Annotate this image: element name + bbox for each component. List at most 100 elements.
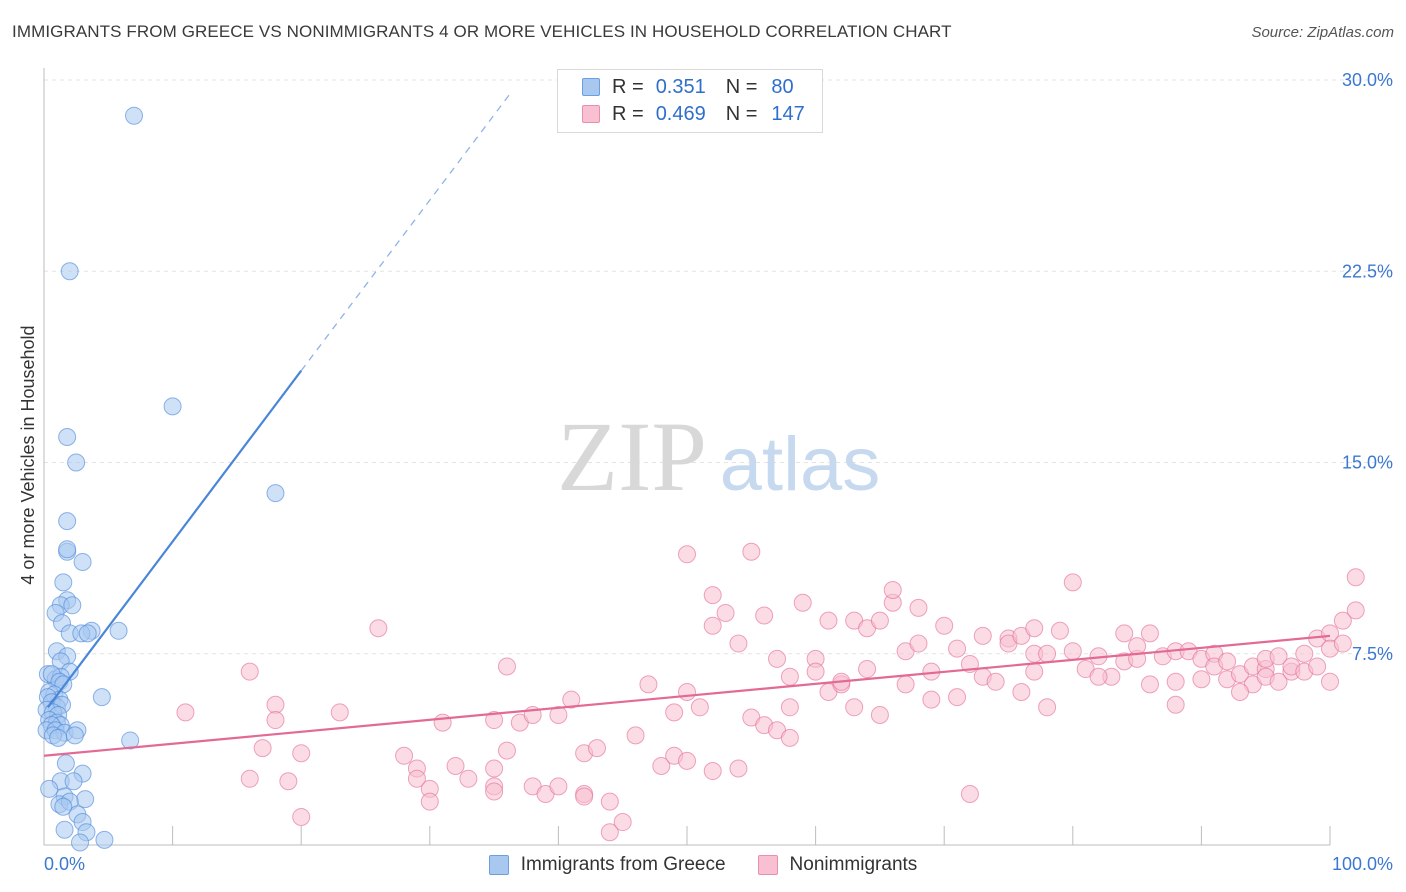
nonimmigrants-point [909,634,928,653]
nonimmigrants-point [279,772,298,791]
legend-r-label: R = [612,75,644,98]
nonimmigrants-point [497,657,516,676]
greece-point [163,397,182,416]
nonimmigrants-point [562,690,581,709]
nonimmigrants-point [395,746,414,765]
legend-swatch-greece [488,855,509,875]
nonimmigrants-point [973,626,992,645]
nonimmigrants-point [600,823,619,842]
nonimmigrants-point [549,777,568,796]
grid-lines [44,79,1394,655]
nonimmigrants-point [1038,644,1057,663]
legend-r-value: 0.469 [655,102,706,125]
nonimmigrants-point [330,703,349,722]
nonimmigrants-point [1089,667,1108,686]
greece-point [65,726,84,745]
legend-item-greece: Immigrants from Greece [488,854,726,876]
greece-point [121,731,140,750]
nonimmigrants-point [768,649,787,668]
greece-point [54,797,73,816]
nonimmigrants-point [960,785,979,803]
watermark: ZIP atlas [557,401,880,512]
nonimmigrants-point [690,698,709,717]
y-tick-labels: 7.5% 15.0% 22.5% 30.0% [1342,70,1393,664]
nonimmigrants-point [1063,573,1082,592]
nonimmigrants-point [1038,698,1057,717]
legend-swatch-greece [582,78,600,96]
nonimmigrants-point [176,703,195,722]
legend-row-greece: R = 0.351 N = 80 [582,75,794,99]
nonimmigrants-point [909,598,928,617]
nonimmigrants-point [1166,672,1185,691]
nonimmigrants-point [253,739,272,758]
greece-point [56,754,75,773]
nonimmigrants-point [1346,601,1365,620]
nonimmigrants-point [665,703,684,722]
greece-point [55,820,74,839]
nonimmigrants-point [420,792,439,811]
nonimmigrants-point [729,759,748,778]
nonimmigrants-point [806,662,825,681]
nonimmigrants-point [819,611,838,630]
legend-n-label: N = [725,102,758,125]
greece-point [73,552,92,571]
nonimmigrants-point [1295,644,1314,663]
nonimmigrants-point [433,713,452,732]
nonimmigrants-point [1166,695,1185,714]
source-label: Source: ZipAtlas.com [1251,24,1394,41]
nonimmigrants-point [240,662,259,681]
trend-lines [43,92,1331,757]
y-tick-label: 7.5% [1352,644,1393,664]
nonimmigrants-point [587,739,606,758]
nonimmigrants-point [703,762,722,781]
greece-point [67,453,86,472]
nonimmigrants-point [485,711,504,730]
nonimmigrants-point [858,660,877,679]
nonimmigrants-point [1050,621,1069,640]
greece-point [60,262,79,281]
nonimmigrants-point [1269,672,1288,691]
nonimmigrants-point [549,705,568,724]
nonimmigrants-point [1012,683,1031,701]
nonimmigrants-point [652,756,671,775]
nonimmigrants-point [1025,662,1044,681]
nonimmigrants-point [742,542,761,561]
nonimmigrants-point [639,675,658,694]
nonimmigrants-point [678,751,696,770]
nonimmigrants-point [613,813,632,832]
nonimmigrants-point [600,792,619,811]
nonimmigrants-point [793,593,812,612]
nonimmigrants-point [485,782,504,801]
nonimmigrants-point [703,586,722,605]
nonimmigrants-point [870,705,889,724]
nonimmigrants-point [626,726,645,745]
nonimmigrants-point [678,545,696,564]
nonimmigrants-point [1192,670,1211,689]
nonimmigrants-points [176,542,1365,842]
nonimmigrants-point [459,769,478,788]
nonimmigrants-point [896,675,915,694]
nonimmigrants-point [1308,657,1327,676]
nonimmigrants-point [716,603,735,622]
nonimmigrants-point [870,611,889,630]
greece-point [58,428,77,446]
nonimmigrants-point [266,711,285,730]
legend-n-value: 147 [771,102,805,125]
series-legend: Immigrants from Greece Nonimmigrants [0,852,1406,878]
nonimmigrants-point [1346,568,1365,587]
nonimmigrants-point [1115,624,1134,643]
nonimmigrants-point [755,606,774,625]
legend-r-value: 0.351 [655,75,706,98]
greece-point [40,779,59,798]
nonimmigrants-point [407,769,426,788]
nonimmigrants-point [575,787,594,806]
nonimmigrants-point [1063,642,1082,661]
nonimmigrants-point [369,619,388,638]
nonimmigrants-point [678,683,696,701]
nonimmigrants-point [240,769,259,788]
greece-point [95,830,114,849]
greece-trend-line [46,370,303,708]
legend-r-label: R = [612,102,644,125]
legend-swatch-nonimmigrants [757,855,778,875]
